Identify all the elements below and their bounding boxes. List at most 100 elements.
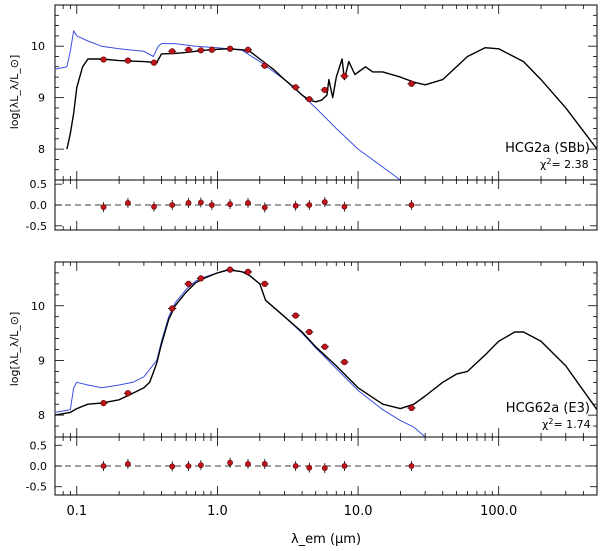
tick-group: 8 9 10 xyxy=(31,261,598,438)
chi2-value: 1.74 xyxy=(566,418,591,431)
residual-point xyxy=(227,459,233,466)
photometry-point xyxy=(261,280,268,287)
main-plot-hcg2a: 8 9 10 log[λL_λ/L_⊙] HCG2a (SBb) χ2= 2.38 xyxy=(8,4,598,181)
photometry-point xyxy=(321,86,328,94)
residual-point xyxy=(408,202,415,208)
residual-point xyxy=(261,204,268,211)
photometry-point xyxy=(100,399,107,407)
chi2-label: χ2= 1.74 xyxy=(542,417,591,432)
residual-point xyxy=(208,202,215,208)
photometry-point xyxy=(408,404,415,412)
chi2-value: 2.38 xyxy=(564,158,589,171)
photometry-point xyxy=(306,328,313,336)
photometry-point xyxy=(321,343,328,350)
residual-point xyxy=(185,200,192,206)
residual-point xyxy=(292,202,299,209)
residual-point xyxy=(125,200,131,206)
photometry-points xyxy=(99,266,416,412)
total-model-line xyxy=(55,269,597,416)
residual-point xyxy=(198,462,204,469)
y-tick-label: 10 xyxy=(31,300,45,313)
chi-symbol: χ xyxy=(542,418,549,431)
photometry-point xyxy=(341,72,348,80)
photometry-point xyxy=(244,268,252,275)
chi2-label: χ2= 2.38 xyxy=(540,157,589,172)
chi-eq: = xyxy=(551,158,564,171)
x-tick-label: 100.0 xyxy=(480,504,517,519)
tick-group: 0.5 0.0 -0.5 xyxy=(26,437,598,495)
x-axis-label: λ_em (μm) xyxy=(291,532,361,547)
residual-point xyxy=(306,464,313,471)
chi-eq: = xyxy=(553,418,566,431)
residual-point xyxy=(169,202,176,208)
photometry-point xyxy=(226,45,234,52)
resid-y-tick-label: 0.5 xyxy=(30,178,48,191)
ylabel-main: log[λL_λ/L_⊙] xyxy=(8,312,21,387)
residual-point xyxy=(261,461,268,467)
chi-symbol: χ xyxy=(540,158,547,171)
y-tick-label: 10 xyxy=(31,40,45,53)
photometry-point xyxy=(197,275,205,282)
stellar-model-line xyxy=(55,269,426,437)
photometry-point xyxy=(244,46,252,53)
photometry-point xyxy=(261,62,268,69)
x-tick-label: 0.1 xyxy=(66,504,87,519)
residual-point xyxy=(185,463,192,469)
photometry-point xyxy=(226,266,234,273)
photometry-point xyxy=(169,48,176,55)
residual-points xyxy=(100,197,415,213)
photometry-point xyxy=(100,56,107,63)
resid-y-tick-label: 0.0 xyxy=(30,460,48,473)
residual-point xyxy=(321,465,328,471)
total-model-line xyxy=(66,47,597,150)
galaxy-annotation: HCG2a (SBb) xyxy=(505,141,590,156)
photometry-point xyxy=(208,46,215,53)
photometry-point xyxy=(185,280,192,287)
stellar-model-line xyxy=(55,30,401,180)
photometry-point xyxy=(341,358,348,366)
residual-point xyxy=(341,463,348,469)
resid-y-tick-label: -0.5 xyxy=(26,220,47,233)
tick-group: 8 9 10 xyxy=(31,4,598,181)
photometry-point xyxy=(124,390,132,397)
residual-plot-hcg62a: 0.5 0.0 -0.5 xyxy=(26,436,598,496)
galaxy-annotation: HCG62a (E3) xyxy=(506,401,590,416)
residual-point xyxy=(321,199,328,205)
main-plot-hcg62a: 8 9 10 log[λL_λ/L_⊙] HCG62a (E3) χ2= 1.74 xyxy=(8,261,598,438)
residual-point xyxy=(151,203,157,210)
residual-point xyxy=(198,199,204,206)
tick-group: 0.5 0.0 -0.5 xyxy=(26,178,598,233)
x-tick-label: 1.0 xyxy=(207,504,228,519)
photometry-point xyxy=(185,46,192,53)
photometry-points xyxy=(99,45,416,103)
residual-point xyxy=(292,463,299,469)
model-lines xyxy=(55,269,597,437)
photometry-point xyxy=(150,59,158,66)
photometry-point xyxy=(306,96,313,103)
residual-plot-hcg2a: 0.5 0.0 -0.5 xyxy=(26,178,598,233)
residual-point xyxy=(100,204,107,210)
resid-y-tick-label: 0.0 xyxy=(30,199,48,212)
y-tick-label: 9 xyxy=(38,92,45,105)
residual-point xyxy=(341,203,348,210)
residual-point xyxy=(408,463,415,469)
x-tick-label: 10.0 xyxy=(344,504,373,519)
resid-y-tick-label: 0.5 xyxy=(30,439,48,452)
ylabel-main: log[λL_λ/L_⊙] xyxy=(8,55,21,130)
residual-point xyxy=(125,461,131,467)
residual-point xyxy=(245,461,251,467)
chi-exponent: 2 xyxy=(546,157,551,166)
photometry-point xyxy=(124,57,132,64)
residual-points xyxy=(100,457,415,474)
chi-exponent: 2 xyxy=(548,417,553,426)
y-tick-label: 9 xyxy=(38,354,45,367)
photometry-point xyxy=(169,305,176,312)
residual-point xyxy=(227,201,233,208)
y-tick-label: 8 xyxy=(38,143,45,156)
photometry-point xyxy=(197,47,205,54)
photometry-point xyxy=(292,84,299,91)
y-tick-label: 8 xyxy=(38,409,45,422)
